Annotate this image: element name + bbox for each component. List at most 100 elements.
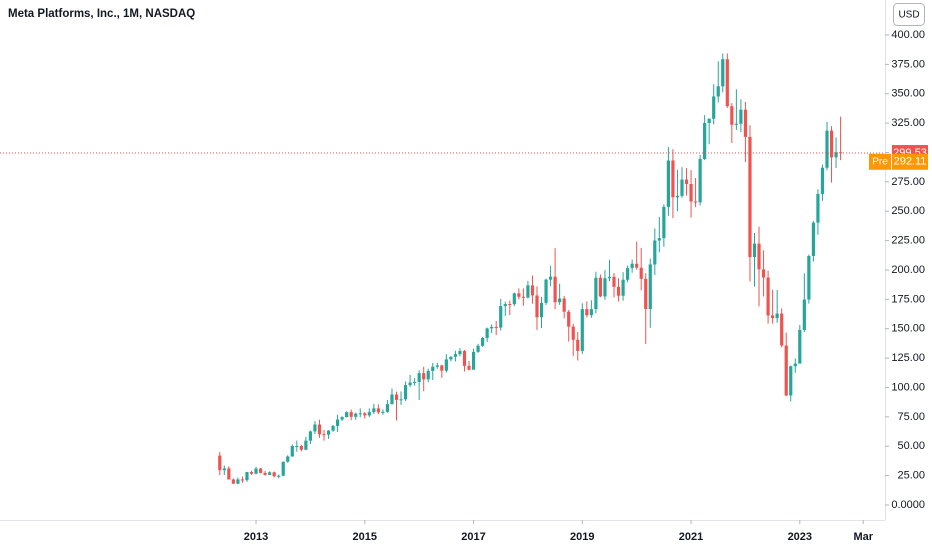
candle-body bbox=[635, 263, 639, 268]
candle-body bbox=[712, 96, 716, 119]
candle-body bbox=[218, 455, 222, 471]
candle-body bbox=[381, 411, 385, 413]
candle-body bbox=[530, 285, 535, 296]
x-tick-label: 2013 bbox=[244, 531, 268, 543]
candle-body bbox=[408, 382, 412, 386]
candle-body bbox=[358, 413, 362, 415]
candle-body bbox=[286, 456, 290, 462]
y-tick-label: 150.00 bbox=[891, 323, 925, 335]
candle-body bbox=[349, 412, 353, 417]
candle-body bbox=[335, 419, 340, 426]
candle-body bbox=[322, 434, 326, 436]
candle-body bbox=[585, 309, 589, 316]
y-tick-label: 75.00 bbox=[897, 411, 925, 423]
y-tick-label: 325.00 bbox=[891, 117, 925, 129]
candle-body bbox=[403, 385, 408, 400]
candle-body bbox=[503, 304, 507, 307]
candle-body bbox=[671, 160, 675, 198]
candle-body bbox=[771, 315, 775, 319]
candle-body bbox=[331, 425, 335, 431]
candle-body bbox=[580, 309, 584, 351]
candle-body bbox=[258, 468, 263, 473]
candle-body bbox=[748, 136, 752, 258]
candle-body bbox=[716, 86, 720, 97]
y-tick-label: 200.00 bbox=[891, 264, 925, 276]
candle-body bbox=[680, 179, 684, 196]
candle-body bbox=[612, 276, 616, 287]
candle-body bbox=[734, 123, 738, 125]
candle-body bbox=[648, 264, 652, 309]
candle-body bbox=[363, 413, 367, 416]
candle-body bbox=[567, 311, 571, 327]
candle-body bbox=[807, 256, 811, 300]
candle-body bbox=[236, 479, 240, 484]
candle-body bbox=[789, 366, 793, 396]
candle-body bbox=[385, 404, 390, 412]
y-tick-label: 100.00 bbox=[891, 381, 925, 393]
candle-body bbox=[526, 285, 530, 298]
currency-label[interactable]: USD bbox=[898, 10, 919, 21]
candle-body bbox=[313, 424, 317, 432]
candle-body bbox=[272, 472, 276, 477]
candle-body bbox=[589, 309, 593, 316]
y-tick-label: 0.0000 bbox=[891, 499, 925, 511]
candle-body bbox=[829, 130, 834, 158]
candle-body bbox=[326, 430, 331, 435]
candle-body bbox=[784, 345, 788, 396]
candle-body bbox=[263, 472, 267, 475]
candle-body bbox=[825, 130, 829, 168]
candle-body bbox=[354, 413, 358, 417]
candle-body bbox=[317, 424, 322, 435]
candle-body bbox=[834, 152, 838, 158]
candle-body bbox=[426, 370, 430, 380]
candle-body bbox=[249, 472, 254, 474]
y-tick-label: 400.00 bbox=[891, 29, 925, 41]
candle-body bbox=[227, 468, 231, 480]
candle-body bbox=[304, 440, 308, 450]
candle-body bbox=[431, 366, 435, 371]
candle-body bbox=[444, 359, 448, 371]
candle-body bbox=[449, 356, 453, 360]
currency-button[interactable] bbox=[893, 3, 925, 26]
candle-body bbox=[494, 326, 498, 328]
y-tick-label: 275.00 bbox=[891, 176, 925, 188]
candle-body bbox=[562, 298, 566, 312]
pre-market-label: 292.11 bbox=[894, 156, 927, 168]
candle-body bbox=[698, 158, 702, 203]
candle-body bbox=[793, 363, 797, 367]
candle-body bbox=[462, 351, 467, 366]
candle-body bbox=[576, 339, 580, 351]
candle-body bbox=[376, 408, 380, 413]
y-tick-label: 225.00 bbox=[891, 235, 925, 247]
candle-body bbox=[725, 59, 729, 107]
candle-body bbox=[372, 408, 376, 413]
chart-title: Meta Platforms, Inc., 1M, NASDAQ bbox=[8, 8, 195, 20]
candle-body bbox=[598, 277, 603, 297]
candle-body bbox=[399, 399, 403, 401]
y-tick-label: 50.00 bbox=[897, 440, 925, 452]
pre-market-badge bbox=[869, 153, 891, 170]
candle-body bbox=[467, 365, 471, 370]
x-tick-label: 2017 bbox=[461, 531, 485, 543]
pre-market-price-tag bbox=[892, 153, 928, 170]
candle-body bbox=[703, 123, 707, 159]
candle-body bbox=[626, 268, 630, 280]
candle-body bbox=[820, 167, 825, 194]
candle-body bbox=[798, 329, 802, 364]
candle-body bbox=[730, 106, 734, 125]
y-tick-label: 175.00 bbox=[891, 293, 925, 305]
candle-body bbox=[512, 293, 516, 305]
candle-body bbox=[775, 313, 779, 319]
candle-body bbox=[281, 461, 285, 476]
candle-body bbox=[766, 277, 770, 316]
candle-body bbox=[539, 302, 544, 318]
candle-body bbox=[780, 313, 784, 346]
candle-body bbox=[630, 263, 634, 269]
candle-body bbox=[367, 412, 371, 416]
x-tick-label: 2023 bbox=[788, 531, 812, 543]
candle-body bbox=[644, 278, 648, 309]
candle-body bbox=[453, 354, 458, 357]
candle-body bbox=[458, 351, 462, 355]
candle-body bbox=[721, 59, 725, 87]
